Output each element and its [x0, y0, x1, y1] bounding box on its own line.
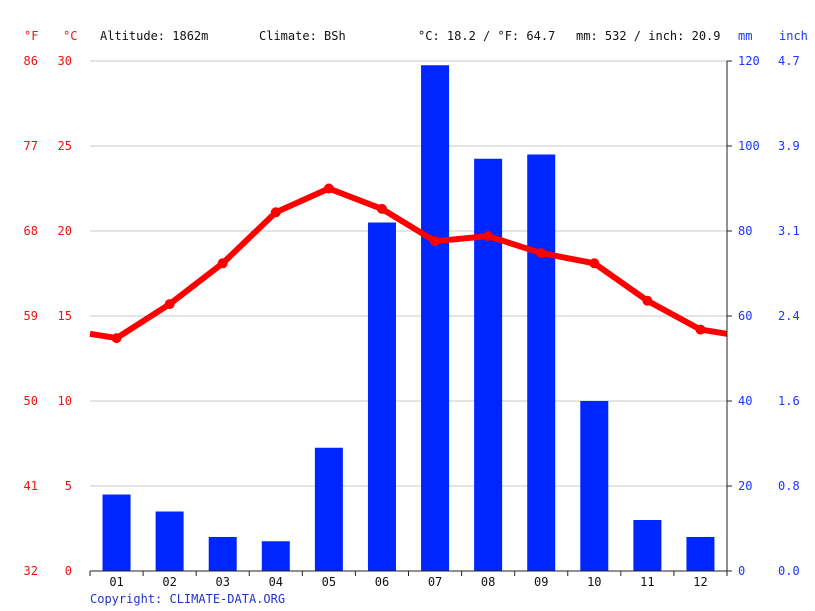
- month-tick-label: 08: [481, 575, 495, 589]
- celsius-tick-label: 25: [58, 139, 72, 153]
- month-tick-label: 04: [269, 575, 283, 589]
- mm-unit-label: mm: [738, 29, 752, 43]
- temperature-point: [376, 203, 387, 214]
- inch-tick-label: 2.4: [778, 309, 800, 323]
- inch-tick-label: 4.7: [778, 54, 800, 68]
- precipitation-bar: [474, 158, 503, 571]
- precipitation-bar: [686, 537, 715, 571]
- precipitation-bar: [155, 511, 184, 571]
- temperature-point: [483, 231, 494, 242]
- precipitation-bar: [102, 494, 131, 571]
- mm-tick-label: 80: [738, 224, 752, 238]
- month-tick-label: 06: [375, 575, 389, 589]
- fahrenheit-tick-label: 86: [24, 54, 38, 68]
- fahrenheit-tick-label: 50: [24, 394, 38, 408]
- inch-tick-label: 3.9: [778, 139, 800, 153]
- temperature-point: [642, 295, 653, 306]
- temperature-point: [270, 207, 281, 218]
- month-tick-label: 09: [534, 575, 548, 589]
- precipitation-bars: [102, 65, 715, 571]
- month-tick-label: 12: [693, 575, 707, 589]
- precipitation-bar: [633, 520, 662, 571]
- mm-tick-label: 0: [738, 564, 745, 578]
- fahrenheit-unit-label: °F: [24, 29, 38, 43]
- inch-unit-label: inch: [779, 29, 808, 43]
- temperature-line-group: [89, 183, 728, 344]
- temperature-point: [536, 248, 547, 259]
- inch-tick-label: 0.0: [778, 564, 800, 578]
- temperature-point: [111, 333, 122, 344]
- temperature-point: [695, 324, 706, 335]
- celsius-tick-label: 0: [65, 564, 72, 578]
- mm-tick-label: 40: [738, 394, 752, 408]
- copyright-label: Copyright: CLIMATE-DATA.ORG: [90, 592, 285, 606]
- mm-tick-label: 120: [738, 54, 760, 68]
- month-tick-label: 05: [322, 575, 336, 589]
- temperature-line: [89, 185, 728, 342]
- month-tick-label: 07: [428, 575, 442, 589]
- axes: [89, 60, 732, 576]
- temperature-point: [323, 183, 334, 194]
- celsius-tick-label: 30: [58, 54, 72, 68]
- mm-tick-label: 60: [738, 309, 752, 323]
- celsius-tick-label: 20: [58, 224, 72, 238]
- fahrenheit-tick-label: 32: [24, 564, 38, 578]
- precipitation-bar: [580, 401, 609, 571]
- celsius-tick-label: 10: [58, 394, 72, 408]
- temperature-point: [164, 299, 175, 310]
- month-tick-label: 10: [587, 575, 601, 589]
- fahrenheit-tick-label: 77: [24, 139, 38, 153]
- fahrenheit-tick-label: 68: [24, 224, 38, 238]
- inch-tick-label: 1.6: [778, 394, 800, 408]
- mm-tick-label: 20: [738, 479, 752, 493]
- climate-label: Climate: BSh: [259, 29, 346, 43]
- temperature-point: [430, 236, 441, 247]
- precipitation-bar: [367, 222, 396, 571]
- precipitation-bar: [314, 447, 343, 571]
- tick-labels: 32 0 0 0.0 41 5 20 0.8 50 10 40 1.6 59 15 60 2.4 68 20 80 3…: [24, 54, 800, 589]
- temperature-point: [217, 258, 228, 269]
- temperature-point: [589, 258, 600, 269]
- precipitation-bar: [421, 65, 450, 571]
- precipitation-total-label: mm: 532 / inch: 20.9: [576, 29, 721, 43]
- month-tick-label: 11: [640, 575, 654, 589]
- celsius-tick-label: 15: [58, 309, 72, 323]
- precipitation-bar: [527, 154, 556, 571]
- altitude-label: Altitude: 1862m: [100, 29, 208, 43]
- inch-tick-label: 3.1: [778, 224, 800, 238]
- mm-tick-label: 100: [738, 139, 760, 153]
- grid-lines: [90, 60, 727, 487]
- precipitation-bar: [261, 541, 290, 571]
- month-tick-label: 01: [109, 575, 123, 589]
- fahrenheit-tick-label: 41: [24, 479, 38, 493]
- celsius-tick-label: 5: [65, 479, 72, 493]
- temperature-average-label: °C: 18.2 / °F: 64.7: [418, 29, 555, 43]
- fahrenheit-tick-label: 59: [24, 309, 38, 323]
- month-tick-label: 03: [215, 575, 229, 589]
- inch-tick-label: 0.8: [778, 479, 800, 493]
- celsius-unit-label: °C: [63, 29, 77, 43]
- precipitation-bar: [208, 537, 237, 571]
- month-tick-label: 02: [162, 575, 176, 589]
